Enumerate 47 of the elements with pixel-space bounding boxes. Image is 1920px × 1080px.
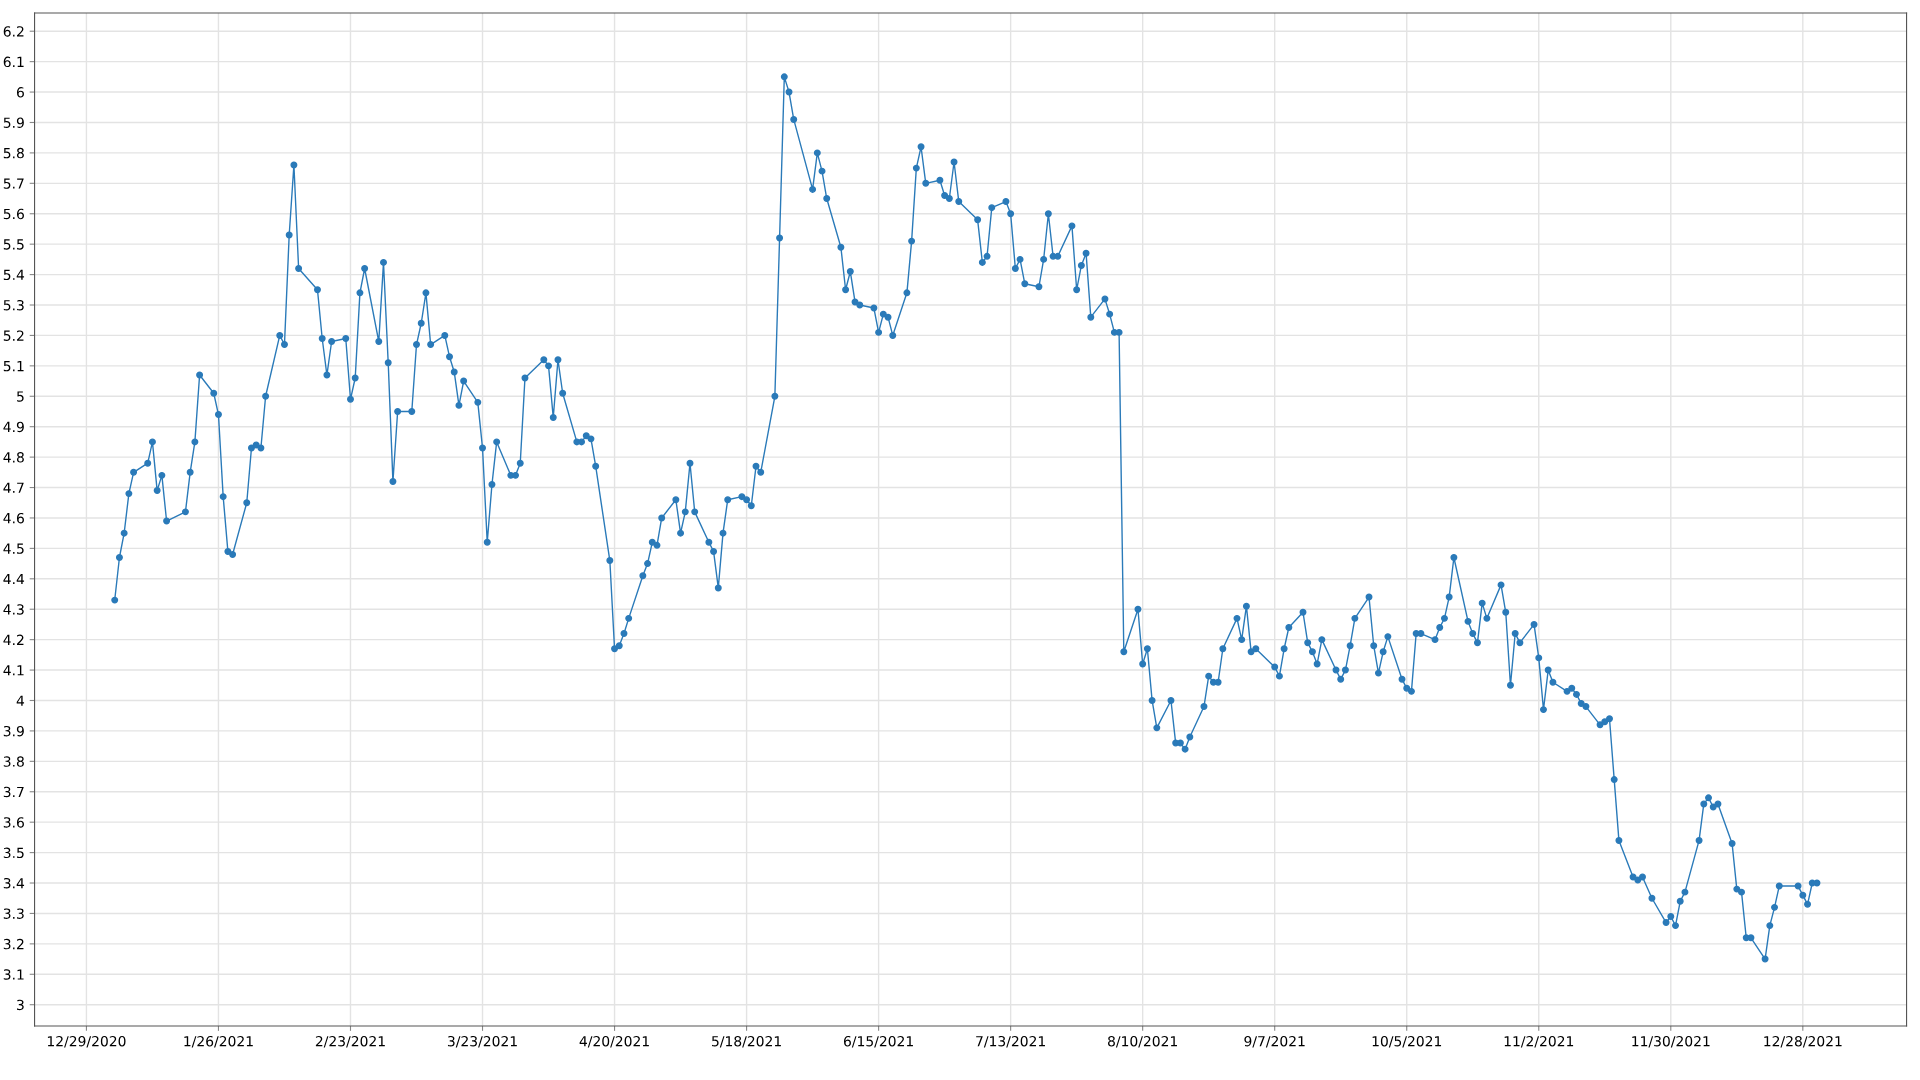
y-tick-label: 3.6 — [3, 817, 24, 828]
y-tick-label: 6 — [16, 87, 24, 98]
y-tick-label: 4.1 — [3, 665, 24, 676]
y-tick-label: 3.8 — [3, 756, 24, 767]
y-tick-label: 4.2 — [3, 634, 24, 645]
y-tick-label: 4.8 — [3, 452, 24, 463]
y-tick-label: 5.9 — [3, 117, 24, 128]
y-tick-label: 3.7 — [3, 786, 24, 798]
x-tick-label: 3/23/2021 — [447, 1035, 517, 1048]
x-tick-label: 8/10/2021 — [1108, 1035, 1177, 1048]
y-tick-label: 5.6 — [3, 208, 24, 220]
x-tick-label: 9/7/2021 — [1244, 1035, 1305, 1048]
x-tick-label: 5/18/2021 — [712, 1035, 781, 1048]
y-tick-label: 6.2 — [3, 26, 24, 37]
y-tick-label: 3.3 — [3, 908, 24, 919]
y-tick-label: 4.6 — [3, 512, 24, 524]
x-tick-label: 2/23/2021 — [315, 1035, 385, 1048]
x-tick-label: 6/15/2021 — [843, 1035, 913, 1048]
y-tick-label: 4.5 — [3, 543, 24, 554]
y-tick-label: 3 — [17, 999, 24, 1011]
y-tick-label: 3.5 — [3, 847, 24, 859]
x-tick-label: 1/26/2021 — [184, 1035, 253, 1048]
y-tick-label: 5.3 — [3, 299, 24, 311]
x-tick-label: 11/2/2021 — [1504, 1035, 1574, 1048]
y-tick-label: 4 — [16, 695, 25, 706]
y-tick-label: 5.2 — [3, 330, 24, 341]
y-tick-label: 5.5 — [3, 239, 24, 250]
y-tick-label: 6.1 — [3, 56, 24, 68]
y-tick-label: 3.1 — [3, 969, 24, 980]
y-tick-label: 4.4 — [3, 573, 25, 585]
y-tick-label: 5.7 — [3, 178, 24, 189]
y-tick-label: 3.4 — [3, 877, 25, 889]
x-tick-label: 11/30/2021 — [1632, 1035, 1710, 1048]
y-tick-label: 5.1 — [3, 361, 24, 372]
x-tick-label: 7/13/2021 — [976, 1035, 1045, 1048]
y-tick-label: 3.9 — [3, 725, 24, 737]
y-tick-label: 5.8 — [3, 147, 24, 159]
x-tick-label: 12/29/2020 — [47, 1035, 126, 1048]
y-tick-label: 5 — [17, 391, 24, 402]
y-tick-label: 3.2 — [3, 938, 24, 950]
x-tick-label: 4/20/2021 — [579, 1035, 649, 1048]
y-tick-label: 4.3 — [3, 604, 24, 615]
x-tick-label: 12/28/2021 — [1764, 1035, 1842, 1048]
y-tick-label: 4.9 — [3, 421, 24, 433]
x-tick-label: 10/5/2021 — [1372, 1035, 1442, 1048]
y-tick-label: 4.7 — [3, 482, 24, 493]
y-tick-label: 5.4 — [3, 269, 25, 281]
